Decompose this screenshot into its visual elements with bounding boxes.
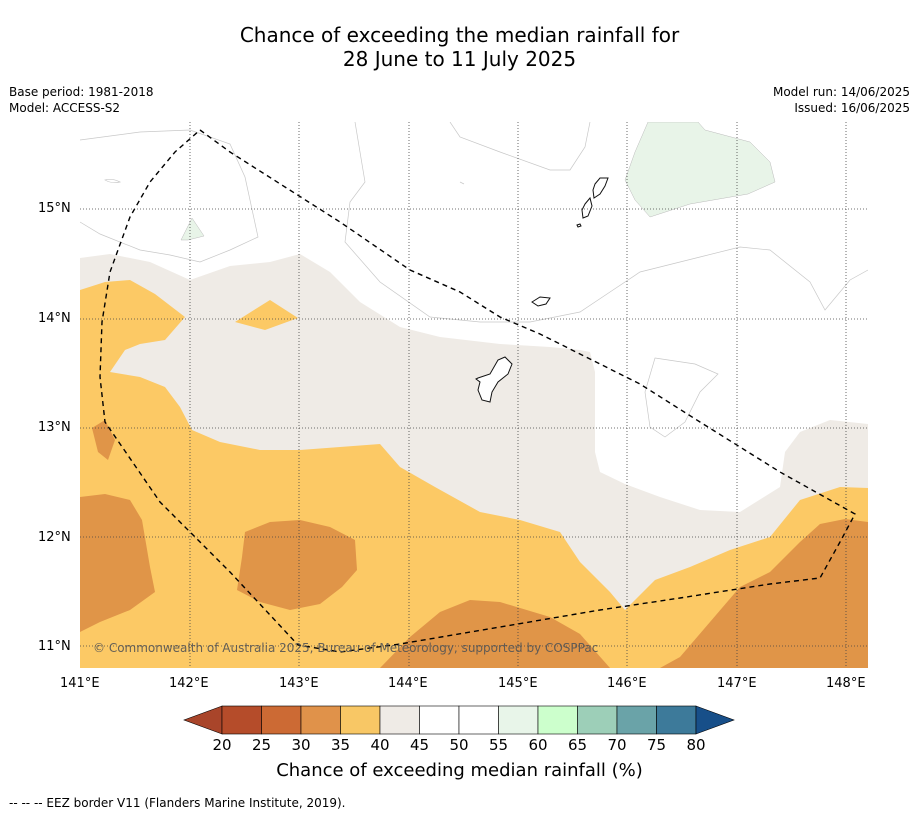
- aguijan-island: [576, 223, 582, 228]
- contour-lines: [80, 122, 868, 438]
- lat-label-15n: 15°N: [38, 201, 71, 216]
- region-30-35-south: [380, 600, 610, 668]
- chart-title-line-2: 28 June to 11 July 2025: [342, 47, 577, 71]
- lon-label-148e: 148°E: [826, 676, 866, 691]
- colorbar-box: [498, 705, 539, 735]
- lon-label-142e: 142°E: [169, 676, 209, 691]
- eez-border: [99, 129, 856, 653]
- colorbar-box: [261, 705, 302, 735]
- lon-label-144e: 144°E: [388, 676, 428, 691]
- colorbar-extend-low: [183, 705, 223, 735]
- colorbar-box: [458, 705, 499, 735]
- eez-footnote: -- -- -- EEZ border V11 (Flanders Marine…: [9, 796, 346, 810]
- model-name: Model: ACCESS-S2: [9, 101, 121, 115]
- lon-label-147e: 147°E: [717, 676, 757, 691]
- colorbar-tick-label: 75: [646, 736, 667, 754]
- tinian-island: [581, 196, 593, 219]
- rainfall-map: [80, 122, 868, 668]
- issued-date: Issued: 16/06/2025: [794, 101, 910, 115]
- graticule: [80, 122, 868, 668]
- colorbar-tick-label: 25: [251, 736, 272, 754]
- colorbar-title: Chance of exceeding median rainfall (%): [276, 760, 643, 781]
- region-30-35-center: [237, 520, 357, 610]
- colorbar-box: [537, 705, 578, 735]
- colorbar-box: [656, 705, 697, 735]
- colorbar-tick-label: 45: [409, 736, 430, 754]
- model-run: Model run: 14/06/2025: [772, 85, 910, 99]
- base-period: Base period: 1981-2018: [9, 85, 154, 99]
- lon-label-146e: 146°E: [607, 676, 647, 691]
- region-35-40-north: [235, 300, 298, 330]
- colorbar-tick-label: 70: [607, 736, 627, 754]
- lon-label-145e: 145°E: [498, 676, 538, 691]
- colorbar-extend-high: [695, 705, 735, 735]
- region-30-35-sw: [80, 494, 155, 632]
- colorbar-tick-label: 60: [528, 736, 548, 754]
- rota-island: [531, 296, 551, 307]
- islands: [475, 177, 609, 403]
- lat-label-12n: 12°N: [38, 530, 71, 545]
- region-30-35-west-spot: [92, 420, 115, 460]
- colorbar: [183, 705, 735, 735]
- colorbar-box: [616, 705, 657, 735]
- chart-title-line-1: Chance of exceeding the median rainfall …: [239, 23, 680, 47]
- colorbar-tick-label: 55: [488, 736, 509, 754]
- saipan-island: [592, 177, 609, 199]
- region-55-60-ne: [624, 122, 776, 218]
- region-55-60-small: [180, 217, 205, 241]
- colorbar-tick-label: 40: [370, 736, 390, 754]
- colorbar-tick-label: 80: [686, 736, 706, 754]
- colorbar-tick-label: 50: [449, 736, 469, 754]
- colorbar-box: [340, 705, 381, 735]
- colorbar-box: [221, 705, 262, 735]
- colorbar-tick-label: 35: [330, 736, 351, 754]
- lon-label-143e: 143°E: [279, 676, 319, 691]
- colorbar-tick-label: 20: [212, 736, 232, 754]
- copyright-notice: © Commonwealth of Australia 2025, Bureau…: [93, 641, 599, 655]
- colorbar-tick-label: 30: [291, 736, 311, 754]
- region-30-35-se: [660, 519, 868, 668]
- colorbar-tick-label: 65: [567, 736, 588, 754]
- colorbar-box: [300, 705, 341, 735]
- lat-label-14n: 14°N: [38, 311, 71, 326]
- colorbar-box: [577, 705, 618, 735]
- colorbar-box: [419, 705, 460, 735]
- colorbar-box: [379, 705, 420, 735]
- lat-label-11n: 11°N: [38, 639, 71, 654]
- lon-label-141e: 141°E: [60, 676, 100, 691]
- lat-label-13n: 13°N: [38, 420, 71, 435]
- guam-island: [475, 356, 513, 403]
